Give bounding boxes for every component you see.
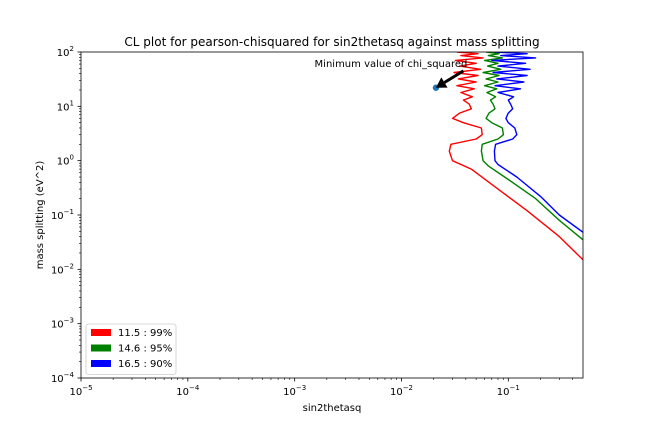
legend-label-1: 11.5 : 99% [118,328,172,339]
annotation-arrow-shaft [443,69,465,84]
series-line-3 [491,52,583,233]
legend-label-2: 14.6 : 95% [118,344,172,355]
legend-swatch-1 [91,329,111,336]
x-axis-label: sin2thetasq [303,403,362,414]
series-layer [432,52,583,261]
legend-swatch-3 [91,360,111,367]
legend-swatch-2 [91,344,111,352]
series-line-1 [448,52,583,261]
legend: 11.5 : 99% 14.6 : 95% 16.5 : 90% [85,323,177,375]
y-axis-label: mass splitting (eV^2) [35,161,46,270]
series-line-2 [480,52,583,241]
annotation-arrow-head [435,77,448,88]
annotation-layer: Minimum value of chi_squared [315,59,468,88]
chart-title: CL plot for pearson-chisquared for sin2t… [124,35,539,49]
minimum-annotation-text: Minimum value of chi_squared [315,59,468,70]
legend-label-3: 16.5 : 90% [118,359,172,370]
